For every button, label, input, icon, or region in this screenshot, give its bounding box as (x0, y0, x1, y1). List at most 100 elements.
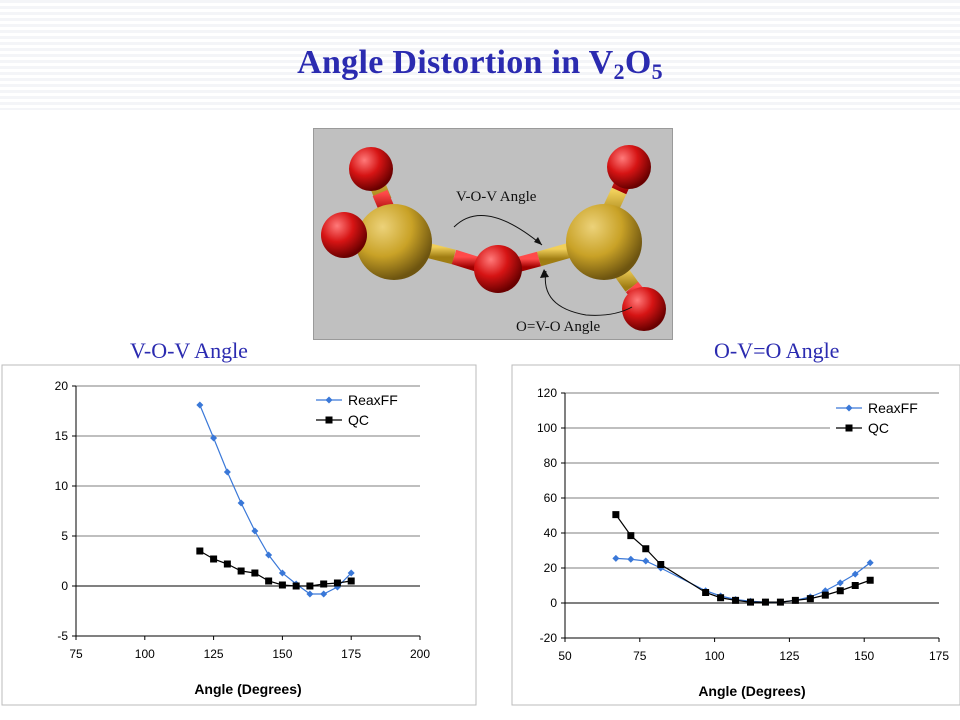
y-tick-label: 10 (55, 479, 69, 493)
legend-label: QC (348, 412, 369, 428)
x-tick-label: 150 (272, 647, 292, 661)
arrow-head-icon (540, 269, 549, 278)
y-tick-label: 60 (544, 491, 558, 505)
data-point (278, 569, 286, 577)
data-point (223, 468, 231, 476)
data-point (717, 594, 725, 602)
vanadium-atom (356, 204, 432, 280)
y-tick-label: 100 (537, 421, 557, 435)
data-point (325, 396, 333, 404)
data-point (265, 577, 273, 585)
y-tick-label: 20 (544, 561, 558, 575)
y-tick-label: 5 (61, 529, 68, 543)
x-tick-label: 200 (410, 647, 430, 661)
data-point (278, 581, 286, 589)
data-point (347, 569, 355, 577)
data-point (851, 570, 859, 578)
x-tick-label: 175 (929, 649, 949, 663)
data-point (732, 596, 740, 604)
x-tick-label: 175 (341, 647, 361, 661)
molecule-drawing: V-O-V Angle O=V-O Angle (321, 145, 666, 335)
series-line (615, 514, 871, 603)
x-tick-label: 150 (854, 649, 874, 663)
data-point (251, 527, 259, 535)
slide-title: Angle Distortion in V2O5 (0, 44, 960, 85)
legend-label: ReaxFF (348, 392, 398, 408)
ovo-angle-arc (544, 270, 633, 316)
data-point (265, 551, 273, 559)
data-point (791, 596, 799, 604)
ovo-angle-label: O=V-O Angle (516, 319, 600, 335)
data-point (747, 598, 755, 606)
data-point (612, 511, 620, 519)
data-point (237, 499, 245, 507)
y-tick-label: 80 (544, 456, 558, 470)
data-point (845, 424, 853, 432)
data-point (851, 582, 859, 589)
ovo-angle-chart: -20 0 20 40 60 80 100 120 50 75 100 125 150 175 Angle … (511, 364, 960, 706)
vov-angle-chart: -5 0 5 10 15 20 75 100 125 150 175 200 Angle (Degree… (1, 364, 477, 706)
bridging-oxygen-atom (474, 245, 522, 293)
data-point (866, 576, 874, 584)
data-point (627, 532, 635, 540)
y-tick-label: 40 (544, 526, 558, 540)
x-tick-label: 100 (135, 647, 155, 661)
x-axis-label: Angle (Degrees) (698, 683, 805, 699)
oxygen-atom (349, 147, 393, 191)
y-tick-label: -20 (540, 631, 558, 645)
data-point (306, 582, 314, 590)
y-tick-label: 15 (55, 429, 69, 443)
title-mid: O (624, 44, 652, 81)
oxygen-atom (607, 145, 651, 189)
title-band-background (0, 0, 960, 110)
x-tick-label: 125 (204, 647, 224, 661)
data-point (251, 569, 259, 577)
data-point (196, 401, 204, 409)
x-axis-label: Angle (Degrees) (194, 681, 301, 697)
y-tick-label: -5 (57, 629, 68, 643)
vov-angle-label: V-O-V Angle (456, 189, 537, 205)
data-point (657, 561, 665, 568)
data-point (702, 589, 710, 596)
x-tick-label: 125 (779, 649, 799, 663)
data-point (333, 579, 341, 587)
oxygen-atom (321, 212, 367, 258)
y-tick-label: 0 (550, 596, 557, 610)
oxygen-atom (622, 287, 666, 331)
molecule-image: V-O-V Angle O=V-O Angle (313, 128, 673, 340)
data-point (642, 557, 650, 565)
data-point (237, 567, 245, 575)
arrow-head-icon (534, 237, 542, 245)
data-point (776, 598, 784, 606)
data-point (320, 580, 328, 588)
title-main: Angle Distortion in V (297, 44, 614, 81)
data-point (821, 591, 829, 599)
title-sub-2: 5 (651, 59, 663, 84)
data-point (627, 555, 635, 563)
legend-label: QC (868, 420, 889, 436)
x-tick-label: 75 (633, 649, 647, 663)
x-tick-label: 100 (705, 649, 725, 663)
data-point (210, 555, 218, 563)
data-point (347, 577, 355, 585)
right-chart-heading: O-V=O Angle (714, 338, 840, 363)
y-tick-label: 20 (55, 379, 69, 393)
data-point (196, 547, 204, 555)
data-point (761, 598, 769, 606)
y-tick-label: 120 (537, 386, 557, 400)
legend-background (310, 411, 420, 429)
data-point (806, 595, 814, 603)
data-point (306, 590, 314, 598)
data-point (292, 582, 300, 590)
legend-label: ReaxFF (868, 400, 918, 416)
data-point (325, 416, 333, 424)
data-point (642, 545, 650, 553)
title-sub-1: 2 (613, 59, 625, 84)
legend-background (830, 419, 940, 437)
vanadium-atom (566, 204, 642, 280)
data-point (210, 434, 218, 442)
data-point (612, 554, 620, 562)
data-point (836, 587, 844, 595)
x-tick-label: 75 (69, 647, 83, 661)
